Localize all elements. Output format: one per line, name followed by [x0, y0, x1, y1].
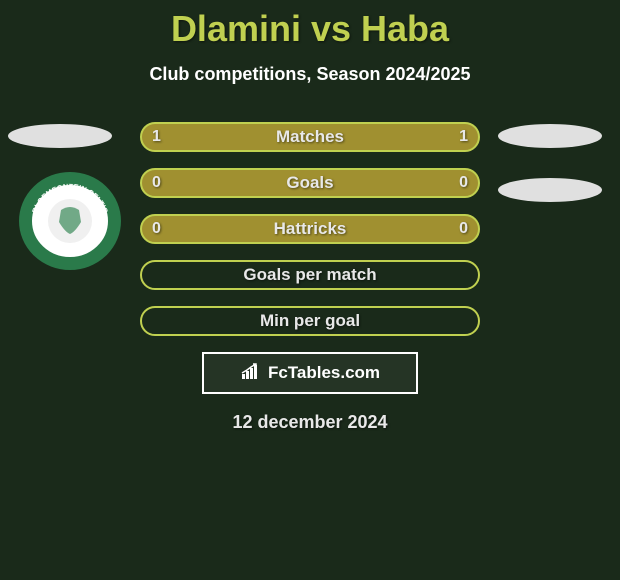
stat-label: Hattricks [274, 219, 347, 239]
stat-row-min-per-goal: Min per goal [140, 306, 480, 336]
stats-container: 1 Matches 1 0 Goals 0 0 Hattricks 0 Goal… [140, 122, 480, 433]
stat-left-value: 0 [152, 220, 176, 238]
stat-row-goals: 0 Goals 0 [140, 168, 480, 198]
stat-right-value: 0 [444, 174, 468, 192]
stat-label: Matches [276, 127, 344, 147]
player-left-avatar [8, 124, 112, 148]
stat-right-value: 0 [444, 220, 468, 238]
player-right-avatar [498, 124, 602, 148]
club-badge-right [498, 178, 602, 202]
stat-right-value: 1 [444, 128, 468, 146]
subtitle: Club competitions, Season 2024/2025 [0, 64, 620, 85]
stat-row-matches: 1 Matches 1 [140, 122, 480, 152]
stat-row-hattricks: 0 Hattricks 0 [140, 214, 480, 244]
stat-label: Goals [286, 173, 333, 193]
stat-label: Min per goal [260, 311, 360, 331]
stat-row-goals-per-match: Goals per match [140, 260, 480, 290]
stat-label: Goals per match [243, 265, 376, 285]
stat-left-value: 0 [152, 174, 176, 192]
date-text: 12 december 2024 [140, 412, 480, 433]
site-badge[interactable]: FcTables.com [202, 352, 418, 394]
site-name: FcTables.com [268, 363, 380, 383]
chart-icon [240, 362, 262, 385]
club-badge-left: BLOEMFONTEIN CELTIC FOOTBALL CLUB [19, 172, 121, 270]
stat-left-value: 1 [152, 128, 176, 146]
page-title: Dlamini vs Haba [0, 0, 620, 50]
